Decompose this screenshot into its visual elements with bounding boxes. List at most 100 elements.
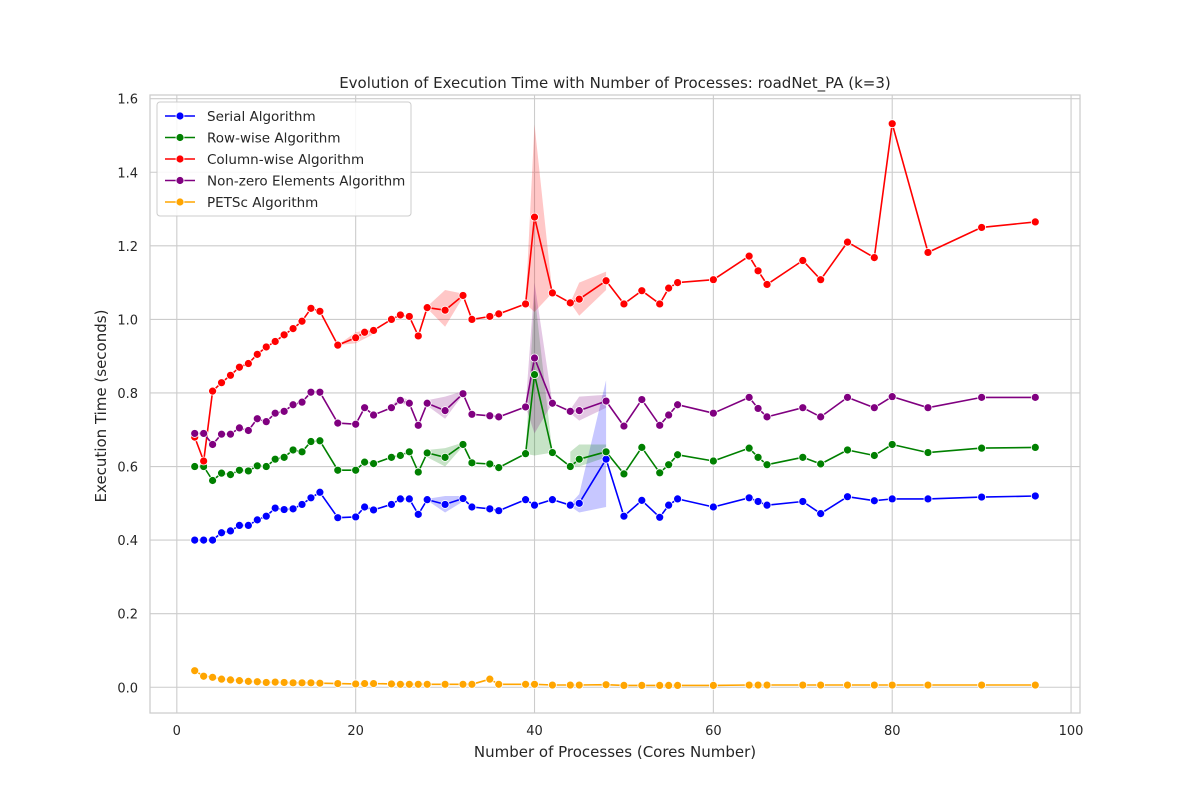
serial-algorithm-legend-marker xyxy=(175,111,185,121)
non-zero-elements-algorithm-point xyxy=(1030,392,1040,402)
row-wise-algorithm-legend-label: Row-wise Algorithm xyxy=(207,131,340,147)
column-wise-algorithm-point xyxy=(485,312,495,321)
row-wise-algorithm-point xyxy=(565,462,575,471)
x-tick-label: 100 xyxy=(1059,724,1084,739)
row-wise-algorithm-point xyxy=(1030,443,1040,452)
row-wise-algorithm-point xyxy=(252,461,262,471)
petsc-algorithm-point xyxy=(297,678,307,688)
serial-algorithm-point xyxy=(252,515,262,525)
column-wise-algorithm-legend-label: Column-wise Algorithm xyxy=(207,152,364,168)
petsc-algorithm-point xyxy=(252,677,262,687)
column-wise-algorithm-point xyxy=(235,362,244,372)
legend: Serial Algorithm Row-wise Algorithm Column… xyxy=(156,101,412,217)
serial-algorithm-point xyxy=(217,528,226,538)
column-wise-algorithm-point xyxy=(243,359,253,368)
non-zero-elements-algorithm-line xyxy=(194,357,1036,446)
non-zero-elements-algorithm-point xyxy=(708,408,718,418)
petsc-algorithm-point xyxy=(798,680,808,690)
row-wise-algorithm-point xyxy=(869,451,879,460)
petsc-algorithm-point xyxy=(816,680,826,690)
column-wise-algorithm-point xyxy=(270,337,280,346)
column-wise-algorithm-point xyxy=(413,331,423,341)
row-wise-algorithm-point xyxy=(467,458,477,468)
row-wise-algorithm-point xyxy=(923,448,933,457)
column-wise-algorithm-point xyxy=(306,303,316,313)
petsc-algorithm-point xyxy=(217,674,226,684)
serial-algorithm-point xyxy=(422,495,432,505)
petsc-algorithm-point xyxy=(208,672,217,682)
row-wise-algorithm-point xyxy=(360,457,370,467)
non-zero-elements-algorithm-point xyxy=(565,406,575,416)
serial-algorithm-point xyxy=(869,496,879,506)
petsc-algorithm-point xyxy=(843,680,852,690)
row-wise-algorithm-point xyxy=(744,443,754,453)
petsc-algorithm-point xyxy=(601,680,611,690)
serial-algorithm-point xyxy=(655,512,665,522)
serial-algorithm-point xyxy=(977,492,987,502)
column-wise-algorithm-point xyxy=(601,276,611,286)
petsc-algorithm-point xyxy=(655,681,665,690)
petsc-algorithm-point xyxy=(637,681,647,690)
non-zero-elements-algorithm-point xyxy=(655,420,665,430)
serial-algorithm-point xyxy=(306,493,316,503)
petsc-algorithm-point xyxy=(190,666,200,676)
petsc-algorithm-point xyxy=(708,681,718,690)
petsc-algorithm-point xyxy=(467,679,477,689)
petsc-algorithm-point xyxy=(485,674,495,684)
non-zero-elements-algorithm-point xyxy=(315,387,325,397)
petsc-algorithm-point xyxy=(413,679,423,689)
non-zero-elements-algorithm-point xyxy=(235,423,244,433)
petsc-algorithm-legend-label: PETSc Algorithm xyxy=(207,195,318,211)
serial-algorithm-point xyxy=(440,500,450,509)
petsc-algorithm-point xyxy=(288,678,298,688)
serial-algorithm-point xyxy=(601,454,611,464)
serial-algorithm-point xyxy=(404,494,414,504)
serial-algorithm-point xyxy=(208,535,217,545)
non-zero-elements-algorithm-point xyxy=(279,406,289,416)
column-wise-algorithm-point xyxy=(530,212,539,222)
serial-algorithm-point xyxy=(637,495,647,505)
serial-algorithm-point xyxy=(619,511,629,521)
petsc-algorithm-point xyxy=(1030,680,1040,690)
column-wise-algorithm-point xyxy=(977,223,987,232)
column-wise-algorithm-point xyxy=(655,299,665,309)
row-wise-algorithm-point xyxy=(843,445,852,455)
serial-algorithm-point xyxy=(744,493,754,503)
serial-algorithm-point xyxy=(458,494,468,503)
non-zero-elements-algorithm-point xyxy=(619,421,629,431)
row-wise-algorithm-point xyxy=(422,448,432,458)
row-wise-algorithm-point xyxy=(387,452,396,462)
x-tick-labels: 0 20 40 60 80 100 xyxy=(173,724,1084,739)
column-wise-algorithm-legend-marker xyxy=(175,154,185,164)
row-wise-algorithm-point xyxy=(243,466,253,476)
row-wise-algorithm-point xyxy=(619,469,629,479)
non-zero-elements-algorithm-point xyxy=(306,387,316,397)
column-wise-algorithm-point xyxy=(360,327,370,337)
y-tick-label: 0.4 xyxy=(117,534,138,549)
row-wise-algorithm-point xyxy=(261,462,271,471)
non-zero-elements-algorithm-point xyxy=(395,395,405,405)
petsc-algorithm-point xyxy=(521,679,530,689)
row-wise-algorithm-point xyxy=(637,443,647,452)
row-wise-algorithm-point xyxy=(753,452,763,462)
serial-algorithm-point xyxy=(333,513,343,523)
petsc-algorithm-point xyxy=(360,679,370,688)
non-zero-elements-algorithm-point xyxy=(333,418,343,428)
serial-algorithm-confidence-band xyxy=(570,380,607,513)
petsc-algorithm-point xyxy=(530,679,539,689)
plot-area xyxy=(149,94,1081,714)
row-wise-algorithm-point xyxy=(977,443,987,453)
serial-algorithm-point xyxy=(243,520,253,530)
column-wise-algorithm-point xyxy=(199,456,209,466)
column-wise-algorithm-point xyxy=(279,330,289,340)
non-zero-elements-algorithm-point xyxy=(413,420,423,430)
serial-algorithm-point xyxy=(843,492,852,502)
petsc-algorithm-point xyxy=(369,679,378,688)
serial-algorithm-point xyxy=(530,500,539,510)
petsc-algorithm-point xyxy=(494,679,504,689)
non-zero-elements-algorithm-point xyxy=(440,406,450,416)
non-zero-elements-algorithm-point xyxy=(485,411,495,421)
row-wise-algorithm-point xyxy=(655,468,665,478)
serial-algorithm-point xyxy=(923,494,933,504)
